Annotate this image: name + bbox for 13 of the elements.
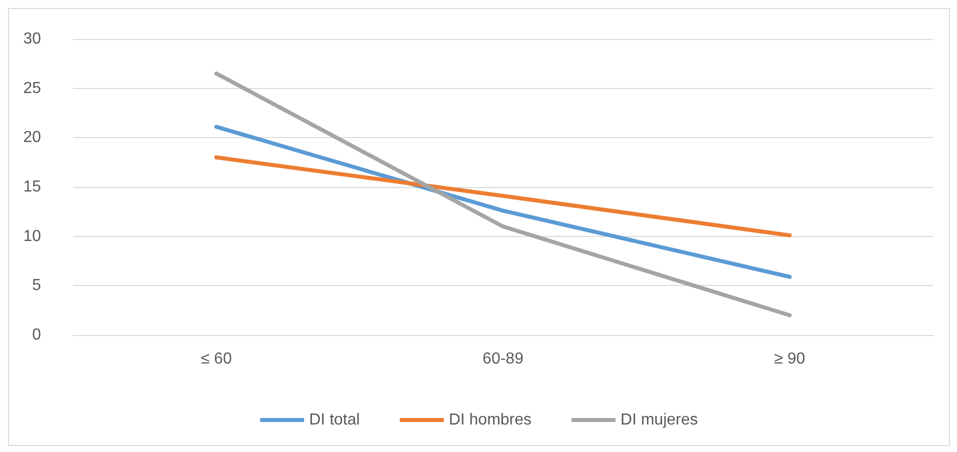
y-tick-label: 20	[23, 129, 42, 146]
y-tick-label: 15	[23, 178, 42, 196]
x-tick-label: 60-89	[482, 350, 524, 368]
y-tick-label: 5	[32, 277, 42, 294]
y-tick-label: 30	[23, 30, 42, 48]
y-tick-label: 0	[32, 326, 42, 344]
legend-label: DI hombres	[448, 412, 532, 428]
x-tick-label: ≤ 60	[200, 350, 232, 368]
x-tick-label: ≥ 90	[774, 350, 806, 368]
legend-label: DI mujeres	[620, 412, 698, 428]
legend-label: DI total	[309, 412, 360, 428]
y-tick-label: 10	[23, 228, 42, 245]
y-tick-label: 25	[23, 80, 42, 97]
